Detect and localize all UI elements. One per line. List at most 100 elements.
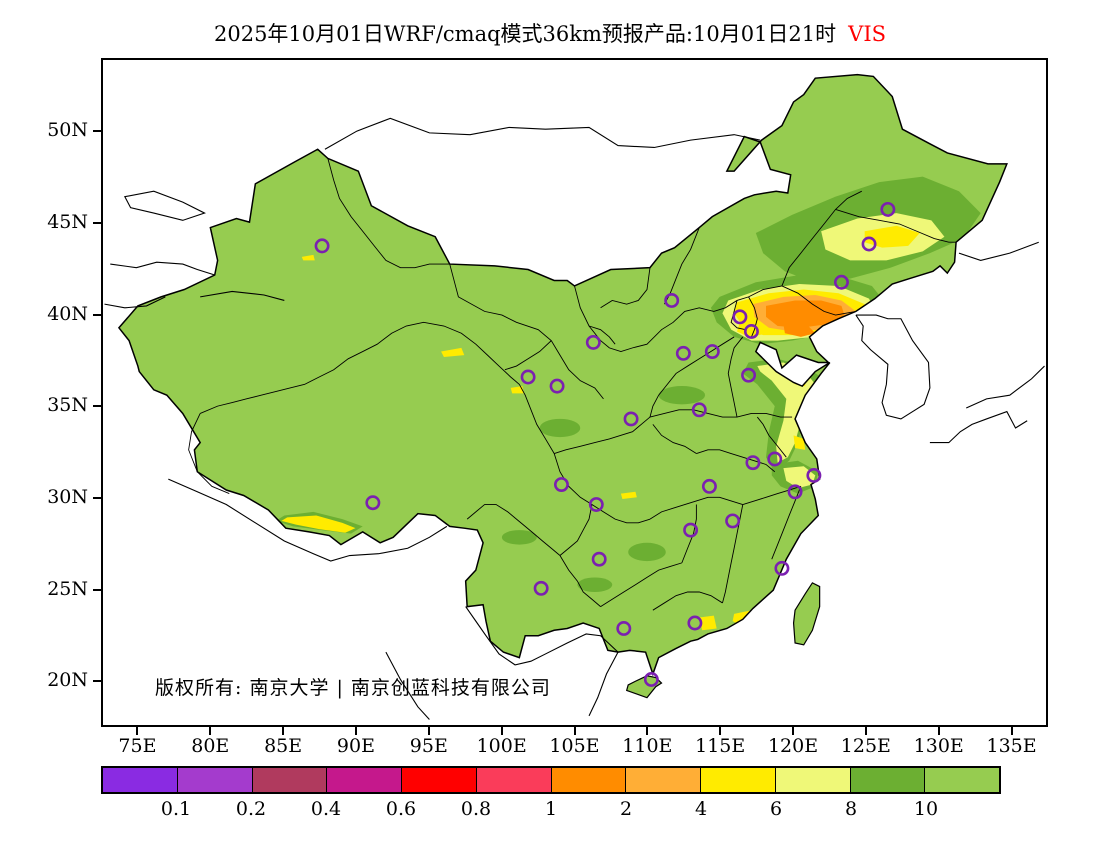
province-border-17 xyxy=(649,496,743,520)
pearl-delta-yellow xyxy=(699,615,717,631)
x-axis-label: 125E xyxy=(840,735,891,757)
colorbar-tick-label: 4 xyxy=(694,798,708,820)
x-tick xyxy=(209,727,212,735)
station-marker-nanning[interactable] xyxy=(616,621,632,636)
y-tick xyxy=(93,221,101,224)
colorbar-segment-10 xyxy=(850,768,926,792)
x-axis-label: 90E xyxy=(336,735,375,757)
station-marker-nanjing[interactable] xyxy=(767,451,783,467)
station-marker-hefei[interactable] xyxy=(745,455,761,471)
colorbar-tick-label: 0.1 xyxy=(160,798,192,820)
colorbar-tick-label: 0.8 xyxy=(460,798,492,820)
station-marker-lhasa[interactable] xyxy=(365,495,381,511)
x-tick xyxy=(282,727,285,735)
colorbar-tick-label: 8 xyxy=(844,798,858,820)
x-axis-label: 110E xyxy=(622,735,673,757)
colorbar-tick-label: 0.6 xyxy=(385,798,417,820)
station-marker-beijing[interactable] xyxy=(732,309,748,325)
station-marker-zhengzhou[interactable] xyxy=(691,402,707,418)
x-axis-label: 115E xyxy=(695,735,746,757)
copyright-notice: 版权所有: 南京大学 | 南京创蓝科技有限公司 xyxy=(155,677,551,699)
taiwan-border xyxy=(792,582,821,646)
x-axis-label: 75E xyxy=(118,735,157,757)
y-tick xyxy=(93,496,101,499)
province-border-0 xyxy=(449,263,604,400)
station-marker-haikou[interactable] xyxy=(643,672,659,687)
station-marker-nanchang[interactable] xyxy=(725,513,741,529)
neighbour-border-5 xyxy=(168,478,448,562)
station-marker-jinan[interactable] xyxy=(741,367,757,383)
x-axis-label: 130E xyxy=(913,735,964,757)
station-marker-shenyang[interactable] xyxy=(833,274,849,290)
station-marker-xining[interactable] xyxy=(520,369,536,385)
province-border-16 xyxy=(600,562,682,607)
station-marker-chongqing[interactable] xyxy=(588,497,604,512)
y-axis-label: 20N xyxy=(47,669,88,692)
x-axis-label: 120E xyxy=(767,735,819,757)
x-axis-label: 95E xyxy=(409,735,448,757)
province-border-14 xyxy=(559,555,601,607)
y-tick xyxy=(93,588,101,591)
x-axis-label: 85E xyxy=(264,735,303,757)
x-tick xyxy=(937,727,940,735)
bohai-bay-orange-tail xyxy=(783,324,816,337)
station-marker-kunming[interactable] xyxy=(533,580,549,596)
province-border-30 xyxy=(748,296,758,338)
y-axis-label: 35N xyxy=(47,394,88,417)
station-marker-shijiazhuang[interactable] xyxy=(704,344,720,360)
station-marker-guangzhou[interactable] xyxy=(687,615,703,631)
himalaya-yellow-patch xyxy=(281,515,356,533)
x-tick xyxy=(500,727,503,735)
province-border-9 xyxy=(727,336,744,418)
station-marker-lanzhou[interactable] xyxy=(549,378,565,394)
province-border-4 xyxy=(781,285,856,316)
colorbar-segment-6 xyxy=(551,768,627,792)
colorbar-segment-9 xyxy=(775,768,851,792)
x-tick xyxy=(646,727,649,735)
station-marker-hohhot[interactable] xyxy=(664,292,680,308)
neighbour-border-10 xyxy=(385,651,430,720)
neighbour-border-11 xyxy=(588,651,619,717)
station-marker-taiyuan[interactable] xyxy=(675,345,691,361)
china-vis-contour-map xyxy=(103,60,1046,725)
taiwan-island xyxy=(793,582,820,645)
shandong-jiangsu-pale-yellow xyxy=(757,362,816,463)
station-marker-tianjin[interactable] xyxy=(743,324,759,339)
province-border-6 xyxy=(835,208,957,243)
neighbour-border-3 xyxy=(929,410,1028,444)
station-marker-harbin[interactable] xyxy=(880,201,896,217)
x-tick xyxy=(792,727,795,735)
station-marker-shanghai[interactable] xyxy=(806,467,822,483)
station-marker-urumqi[interactable] xyxy=(314,238,330,254)
chongqing-yellow-speck xyxy=(620,491,637,500)
neighbour-border-2 xyxy=(958,241,1039,261)
neighbour-border-7 xyxy=(104,296,166,309)
colorbar-tick-label: 10 xyxy=(913,798,939,820)
colorbar-tick-label: 2 xyxy=(619,798,633,820)
station-marker-chengdu[interactable] xyxy=(553,477,569,493)
hainan-border xyxy=(625,675,663,699)
station-marker-wuhan[interactable] xyxy=(701,478,717,494)
x-axis-label: 80E xyxy=(191,735,230,757)
province-border-31 xyxy=(730,300,746,331)
station-marker-fuzhou[interactable] xyxy=(774,560,790,576)
station-marker-xian[interactable] xyxy=(623,411,639,427)
colorbar-segment-4 xyxy=(402,768,477,792)
colorbar-tick-label: 0.4 xyxy=(310,798,342,820)
colorbar-segment-7 xyxy=(626,768,701,792)
map-plot-area[interactable] xyxy=(101,58,1048,727)
qinghai-yellow-speck xyxy=(510,386,524,394)
title-variable: VIS xyxy=(848,22,887,46)
province-border-8 xyxy=(649,409,793,418)
y-axis-label: 40N xyxy=(47,302,88,325)
jiangsu-coast-yellow xyxy=(793,435,806,450)
station-marker-yinchuan[interactable] xyxy=(585,334,601,350)
x-tick xyxy=(136,727,139,735)
y-tick xyxy=(93,680,101,683)
province-border-20 xyxy=(742,485,801,505)
station-marker-changsha[interactable] xyxy=(683,522,699,538)
station-marker-changchun[interactable] xyxy=(861,236,877,252)
station-marker-hangzhou[interactable] xyxy=(787,484,803,500)
province-border-28 xyxy=(504,340,552,371)
station-marker-guiyang[interactable] xyxy=(591,551,607,567)
